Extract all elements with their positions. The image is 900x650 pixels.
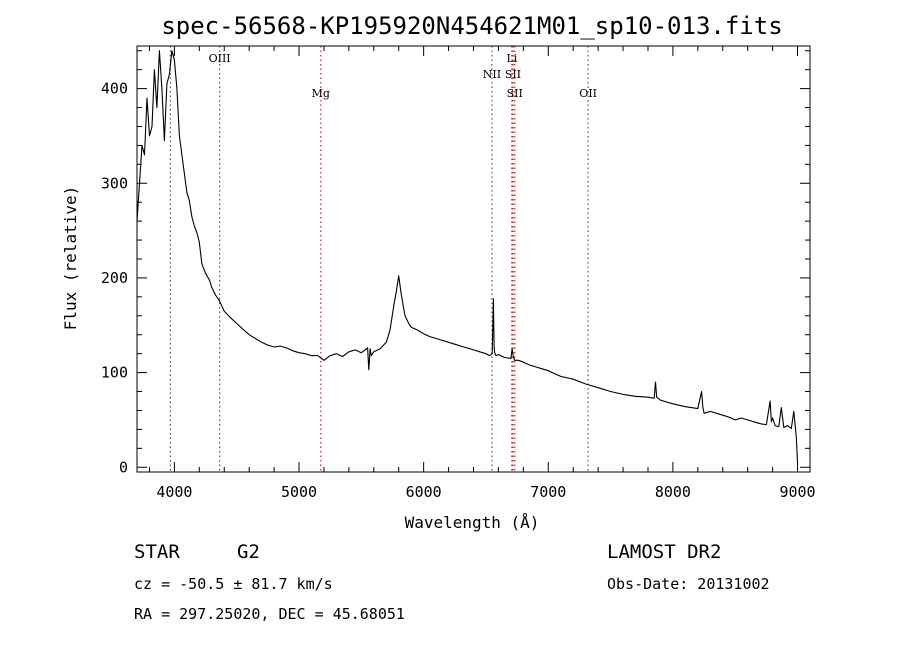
spectrum-line <box>136 50 799 463</box>
obs-date-text: Obs-Date: 20131002 <box>607 575 770 593</box>
spectral-class: STAR <box>134 541 180 563</box>
marker-label: NII <box>483 68 501 81</box>
x-tick-label: 6000 <box>406 483 442 501</box>
y-tick-label: 200 <box>101 269 128 287</box>
marker-label: OII <box>579 87 597 100</box>
line-markers: OIII Mg NII Li SII SII OII <box>169 46 597 472</box>
marker-label: Mg <box>312 87 330 100</box>
axes: 4000 5000 6000 7000 8000 9000 0 100 200 300 400 <box>101 45 816 501</box>
coordinates-text: RA = 297.25020, DEC = 45.68051 <box>134 605 405 623</box>
y-tick-label: 100 <box>101 364 128 382</box>
plot-frame <box>136 45 811 473</box>
plot-area <box>136 50 799 463</box>
y-tick-label: 0 <box>119 458 128 476</box>
redshift-text: cz = -50.5 ± 81.7 km/s <box>134 575 333 593</box>
marker-label: OIII <box>209 52 231 65</box>
x-tick-label: 9000 <box>779 483 815 501</box>
chart-title: spec-56568-KP195920N454621M01_sp10-013.f… <box>161 12 782 40</box>
x-axis-label: Wavelength (Å) <box>405 513 540 532</box>
marker-label: SII <box>505 68 521 81</box>
x-tick-label: 8000 <box>655 483 691 501</box>
x-tick-label: 5000 <box>281 483 317 501</box>
x-tick-label: 7000 <box>530 483 566 501</box>
y-axis-label: Flux (relative) <box>61 186 80 331</box>
y-tick-label: 300 <box>101 174 128 192</box>
marker-label: Li <box>506 52 517 65</box>
survey-label: LAMOST DR2 <box>607 541 721 563</box>
spectral-subclass: G2 <box>237 541 260 563</box>
x-tick-label: 4000 <box>156 483 192 501</box>
y-tick-label: 400 <box>101 80 128 98</box>
marker-label: SII <box>507 87 523 100</box>
